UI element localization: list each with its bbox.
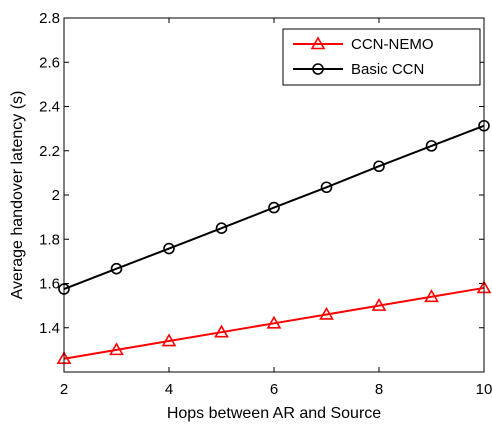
series-line-basic-ccn	[63, 124, 485, 290]
legend-item-basic-ccn: Basic CCN	[293, 61, 424, 78]
legend-box	[282, 28, 481, 86]
data-point-basic-ccn	[373, 160, 385, 173]
plot-frame	[63, 17, 485, 373]
data-point-basic-ccn	[163, 242, 175, 255]
y-tick-label: 2	[52, 187, 60, 204]
legend-label-ccn-nemo: CCN-NEMO	[351, 36, 434, 53]
data-point-ccn-nemo	[109, 342, 124, 356]
data-point-ccn-nemo	[266, 315, 282, 329]
data-point-basic-ccn	[320, 181, 333, 194]
data-point-basic-ccn	[268, 201, 280, 214]
y-tick-label: 1.6	[39, 276, 60, 293]
y-tick-label: 2.6	[39, 54, 60, 71]
y-axis-label: Average handover latency (s)	[9, 91, 26, 300]
y-tick-label: 2.8	[39, 10, 60, 27]
data-point-ccn-nemo	[424, 289, 439, 303]
y-tick-label: 2.2	[39, 143, 60, 160]
y-tick-label: 1.4	[39, 320, 60, 337]
legend-item-ccn-nemo: CCN-NEMO	[293, 36, 434, 53]
y-tick-label: 2.4	[39, 99, 60, 116]
legend-marker-basic-ccn	[312, 63, 324, 75]
legend-marker-shape	[312, 63, 324, 75]
data-point-basic-ccn	[215, 222, 228, 234]
data-point-basic-ccn	[425, 140, 438, 152]
legend-marker-shape	[310, 36, 326, 50]
data-point-basic-ccn	[110, 262, 123, 275]
x-tick-label: 10	[476, 381, 492, 398]
series-ccn-nemo	[56, 280, 492, 365]
plot-border	[63, 17, 485, 373]
legend-marker-ccn-nemo	[310, 36, 326, 50]
y-tick-label: 1.8	[39, 231, 60, 248]
series-layer	[56, 119, 492, 365]
x-tick-label: 8	[375, 381, 383, 398]
x-tick-label: 6	[270, 381, 278, 398]
x-tick-label: 2	[60, 381, 68, 398]
series-line-ccn-nemo	[63, 286, 485, 360]
x-axis-label: Hops between AR and Source	[167, 405, 381, 422]
data-point-ccn-nemo	[161, 333, 177, 347]
data-point-ccn-nemo	[214, 324, 229, 338]
x-tick-label: 4	[165, 381, 173, 398]
data-point-ccn-nemo	[319, 306, 334, 320]
data-point-ccn-nemo	[371, 298, 387, 311]
y-axis-ticks: 1.4 1.6 1.8 2 2.2 2.4 2.6 2.8	[39, 10, 484, 337]
legend-label-basic-ccn: Basic CCN	[351, 61, 424, 78]
legend: CCN-NEMO Basic CCN	[282, 28, 481, 86]
